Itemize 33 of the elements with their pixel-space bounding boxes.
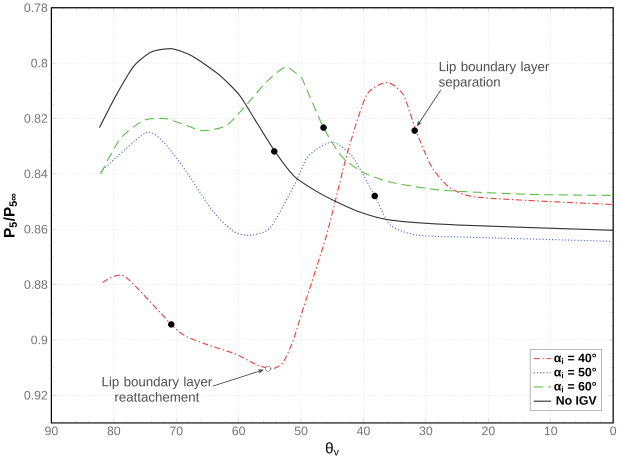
x-tick-label: 10 bbox=[544, 426, 558, 436]
annotation: Lip boundary layer reattachement bbox=[102, 376, 212, 402]
x-tick-label: 60 bbox=[232, 426, 245, 436]
point bbox=[168, 321, 175, 328]
x-tick-label: 80 bbox=[108, 426, 120, 436]
point bbox=[411, 127, 418, 134]
y-tick-label: 0.88 bbox=[24, 280, 48, 289]
legend-label: α$_{i}$ = 60° bbox=[554, 382, 596, 392]
x-tick-label: 0 bbox=[610, 426, 616, 436]
point bbox=[320, 124, 327, 131]
y-tick-label: 0.86 bbox=[24, 224, 48, 234]
x-tick-label: 20 bbox=[482, 426, 495, 436]
point bbox=[371, 192, 378, 200]
annotation: Lip boundary layer separation bbox=[439, 62, 550, 90]
y-tick-label: 0.84 bbox=[24, 170, 48, 178]
legend-label: No IGV bbox=[556, 396, 597, 405]
line-series bbox=[98, 48, 614, 231]
legend-label: α$_{i}$ = 50° bbox=[554, 368, 596, 378]
y-tick-label: 0.92 bbox=[24, 390, 48, 400]
x-tick-label: 90 bbox=[45, 426, 58, 436]
y-tick-label: 0.78 bbox=[24, 3, 48, 12]
line-series bbox=[100, 132, 614, 242]
y-tick-label: 0.8 bbox=[31, 58, 48, 68]
x-axis-title: θ$_{v}$ bbox=[326, 442, 339, 456]
x-tick-label: 30 bbox=[420, 426, 432, 436]
y-tick-label: 0.82 bbox=[24, 114, 48, 123]
x-tick-label: 40 bbox=[356, 426, 370, 436]
x-tick-label: 70 bbox=[170, 426, 183, 436]
legend-label: α$_{i}$ = 40° bbox=[554, 354, 596, 364]
y-axis-title: P$_{5}$/P$_{5∞}$ bbox=[3, 194, 17, 237]
x-tick-label: 50 bbox=[294, 426, 308, 436]
y-tick-label: 0.9 bbox=[31, 336, 48, 344]
point bbox=[270, 148, 278, 155]
